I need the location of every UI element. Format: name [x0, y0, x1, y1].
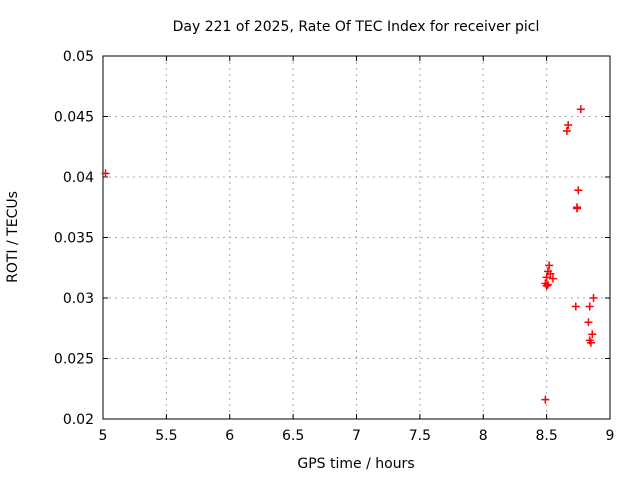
- x-tick-label: 8: [479, 428, 488, 444]
- data-point-marker: [585, 302, 594, 311]
- y-tick-label: 0.04: [63, 170, 94, 186]
- data-point-marker: [546, 269, 555, 278]
- data-point-marker: [548, 274, 557, 283]
- data-point-marker: [542, 281, 551, 290]
- x-tick-label: 5: [99, 428, 108, 444]
- y-axis-label: ROTI / TECUs: [5, 191, 21, 283]
- tick-labels: 5 5.5 6 6.5 7 7.5 8 8.5 9 0.02 0.025 0.03 0.035 0.04 0…: [54, 49, 615, 444]
- y-tick-label: 0.025: [54, 352, 94, 368]
- data-point-marker: [101, 169, 110, 178]
- tick-marks: [102, 55, 611, 420]
- x-tick-label: 7: [352, 428, 361, 444]
- data-point-marker: [541, 395, 550, 404]
- data-point-marker: [573, 204, 582, 213]
- x-tick-label: 6.5: [282, 428, 304, 444]
- data-point-marker: [543, 280, 552, 289]
- x-axis-label: GPS time / hours: [297, 456, 414, 472]
- x-tick-label: 7.5: [409, 428, 431, 444]
- data-point-marker: [588, 330, 597, 339]
- y-tick-label: 0.035: [54, 231, 94, 247]
- y-tick-label: 0.05: [63, 49, 94, 65]
- data-point-marker: [576, 105, 585, 114]
- data-point-marker: [589, 294, 598, 302]
- y-tick-label: 0.045: [54, 110, 94, 126]
- data-point-marker: [574, 186, 583, 195]
- data-point-marker: [584, 318, 593, 327]
- data-point-marker: [545, 261, 554, 270]
- data-point-marker: [586, 338, 595, 347]
- y-tick-label: 0.03: [63, 291, 94, 307]
- data-point-marker: [542, 273, 551, 282]
- x-tick-label: 8.5: [535, 428, 557, 444]
- y-tick-label: 0.02: [63, 412, 94, 428]
- data-points: [101, 105, 598, 404]
- data-point-marker: [564, 120, 573, 129]
- chart-title: Day 221 of 2025, Rate Of TEC Index for r…: [173, 19, 540, 35]
- data-point-marker: [571, 302, 580, 311]
- gridlines: [103, 56, 610, 419]
- x-tick-label: 5.5: [155, 428, 177, 444]
- x-tick-label: 6: [225, 428, 234, 444]
- x-tick-label: 9: [606, 428, 615, 444]
- data-point-marker: [562, 127, 571, 136]
